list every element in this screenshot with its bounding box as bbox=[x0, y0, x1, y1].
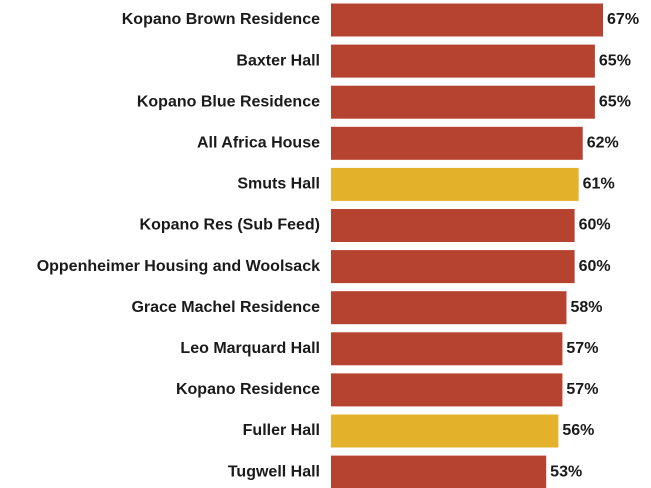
category-label: Kopano Res (Sub Feed) bbox=[140, 217, 320, 234]
bar bbox=[331, 291, 567, 325]
category-label: Fuller Hall bbox=[243, 422, 320, 439]
category-label: Baxter Hall bbox=[236, 52, 320, 69]
bar bbox=[331, 250, 575, 284]
bar bbox=[331, 209, 575, 242]
value-label: 62% bbox=[587, 135, 619, 152]
value-label: 53% bbox=[550, 463, 582, 480]
value-label: 60% bbox=[579, 217, 611, 234]
value-label: 65% bbox=[599, 93, 631, 110]
value-label: 58% bbox=[570, 299, 602, 316]
bar bbox=[331, 126, 583, 160]
value-label: 61% bbox=[583, 176, 615, 193]
category-label: Kopano Blue Residence bbox=[137, 93, 320, 110]
category-label: Tugwell Hall bbox=[228, 463, 320, 480]
bar bbox=[331, 455, 547, 488]
category-label: Oppenheimer Housing and Woolsack bbox=[37, 258, 320, 275]
value-label: 57% bbox=[566, 340, 598, 357]
category-label: Grace Machel Residence bbox=[131, 299, 320, 316]
bar bbox=[331, 414, 559, 448]
category-label: Smuts Hall bbox=[237, 176, 320, 193]
value-label: 65% bbox=[599, 52, 631, 69]
bar bbox=[331, 3, 604, 37]
value-label: 67% bbox=[607, 11, 639, 28]
category-label: Leo Marquard Hall bbox=[180, 340, 320, 357]
bar bbox=[331, 167, 579, 201]
bar bbox=[331, 85, 595, 119]
category-label: Kopano Brown Residence bbox=[122, 11, 320, 28]
bar bbox=[331, 373, 563, 407]
category-label: Kopano Residence bbox=[176, 381, 320, 398]
category-label: All Africa House bbox=[197, 135, 320, 152]
bar bbox=[331, 44, 595, 78]
value-label: 60% bbox=[579, 258, 611, 275]
value-label: 57% bbox=[566, 381, 598, 398]
value-label: 56% bbox=[562, 422, 594, 439]
bar bbox=[331, 332, 563, 366]
